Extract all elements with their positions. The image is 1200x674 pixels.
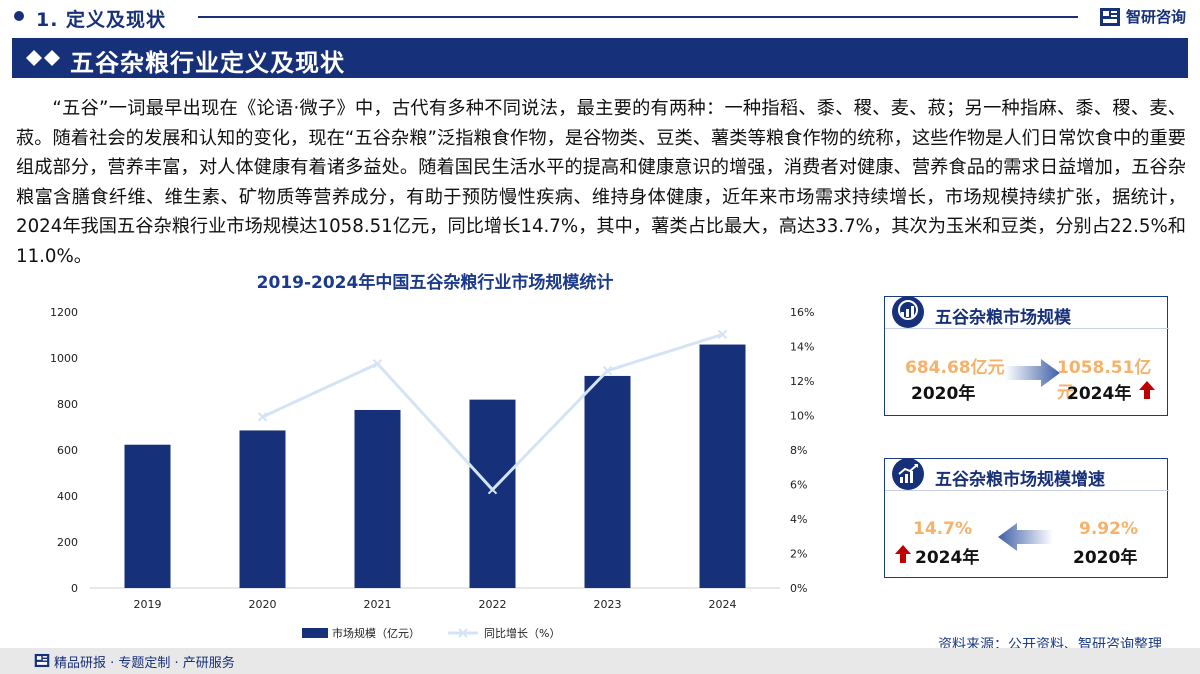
legend-line-label: 同比增长（%） [484, 626, 560, 640]
bullet-dot-icon [14, 11, 24, 21]
y-tick-right: 16% [790, 306, 814, 319]
x-tick-label: 2020 [249, 598, 277, 611]
to-value: 1058.51亿元 [1057, 358, 1152, 403]
y-tick-right: 2% [790, 548, 807, 561]
header-divider [198, 16, 1078, 18]
intro-paragraph: “五谷”一词最早出现在《论语·微子》中，古代有多种不同说法，最主要的有两种：一种… [16, 98, 1186, 267]
footer-tagline: 精品研报 · 专题定制 · 产研服务 [54, 656, 235, 671]
line-point [372, 359, 383, 369]
bottom-bar: 精品研报 · 专题定制 · 产研服务 [0, 648, 1200, 674]
y-tick-right: 6% [790, 479, 807, 492]
right-arrow-icon [1005, 359, 1060, 387]
brand-logo-icon [1099, 7, 1120, 26]
to-year: 2024年 [1067, 384, 1132, 404]
y-tick-right: 0% [790, 582, 807, 595]
right-year: 2020年 [1073, 548, 1138, 568]
card-header: 五谷杂粮市场规模 [885, 296, 1169, 329]
growth-chart-icon [892, 458, 924, 490]
y-tick-left: 1000 [50, 352, 78, 365]
bar [469, 399, 516, 588]
y-tick-left: 800 [57, 398, 78, 411]
y-tick-right: 10% [790, 410, 814, 423]
up-arrow-icon [1139, 381, 1155, 399]
bar [699, 344, 746, 588]
y-tick-right: 4% [790, 513, 807, 526]
brand: 智研咨询 [1099, 6, 1186, 27]
bar [124, 444, 171, 588]
x-tick-label: 2019 [134, 598, 162, 611]
bar [584, 375, 631, 588]
brand-name: 智研咨询 [1125, 8, 1186, 26]
from-value: 684.68亿元 [905, 358, 1005, 378]
y-tick-left: 0 [71, 582, 78, 595]
left-year: 2024年 [915, 548, 980, 568]
y-tick-right: 8% [790, 444, 807, 457]
left-value: 14.7% [913, 519, 972, 539]
line-point [487, 484, 498, 495]
diamond-icon [26, 50, 60, 66]
top-header: 1. 定义及现状 智研咨询 [0, 0, 1200, 34]
market-scale-card: 五谷杂粮市场规模 684.68亿元 2020年 1058.51亿元 2024年 [884, 296, 1169, 416]
from-year: 2020年 [911, 384, 976, 404]
right-value: 9.92% [1079, 519, 1138, 539]
y-tick-left: 400 [57, 490, 78, 503]
line-point [717, 329, 728, 340]
y-tick-right: 12% [790, 375, 814, 388]
banner-title: 五谷杂粮行业定义及现状 [70, 49, 345, 77]
legend-bar-label: 市场规模（亿元） [332, 626, 420, 640]
y-tick-left: 1200 [50, 306, 78, 319]
y-tick-right: 14% [790, 341, 814, 354]
section-title: 1. 定义及现状 [36, 9, 167, 31]
legend-line-marker [458, 628, 468, 638]
line-point [602, 365, 613, 376]
y-tick-left: 600 [57, 444, 78, 457]
market-size-chart: 0 200 400 600 800 1000 1200 0% 2% 4% 6% 8% 10% 12% 14%… [50, 306, 814, 640]
line-point [257, 412, 268, 422]
bar [354, 409, 401, 588]
x-tick-label: 2023 [594, 598, 622, 611]
chart-title: 2019-2024年中国五谷杂粮行业市场规模统计 [256, 273, 614, 293]
y-tick-left: 200 [57, 536, 78, 549]
brand-logo-icon [34, 653, 50, 668]
coins-icon [892, 296, 924, 328]
bar [239, 430, 286, 588]
card-title: 五谷杂粮市场规模 [935, 308, 1071, 328]
legend-bar-swatch [302, 628, 328, 638]
card-title: 五谷杂粮市场规模增速 [935, 470, 1105, 490]
section-banner: 五谷杂粮行业定义及现状 [12, 38, 1188, 78]
card-header: 五谷杂粮市场规模增速 [885, 458, 1169, 491]
x-tick-label: 2022 [479, 598, 507, 611]
up-arrow-icon [895, 545, 911, 563]
growth-rate-card: 五谷杂粮市场规模增速 14.7% 2024年 9.92% 2020年 [884, 458, 1169, 578]
left-arrow-icon [998, 523, 1053, 551]
x-tick-label: 2021 [364, 598, 392, 611]
x-tick-label: 2024 [709, 598, 737, 611]
